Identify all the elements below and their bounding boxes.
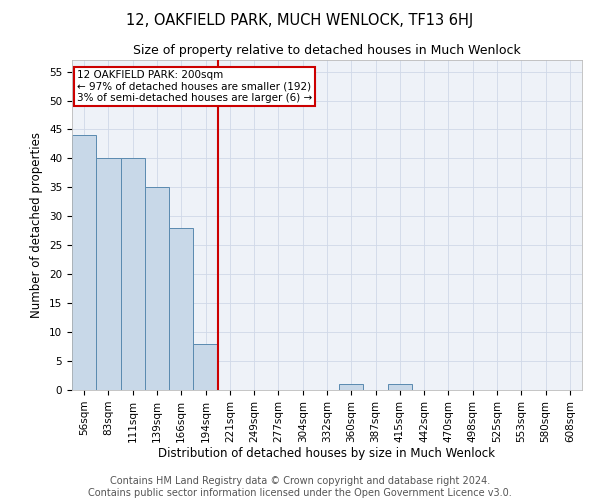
- Bar: [169, 228, 193, 390]
- Text: 12 OAKFIELD PARK: 200sqm
← 97% of detached houses are smaller (192)
3% of semi-d: 12 OAKFIELD PARK: 200sqm ← 97% of detach…: [77, 70, 313, 103]
- Bar: [121, 158, 145, 390]
- Bar: [145, 188, 169, 390]
- Text: Contains HM Land Registry data © Crown copyright and database right 2024.
Contai: Contains HM Land Registry data © Crown c…: [88, 476, 512, 498]
- X-axis label: Distribution of detached houses by size in Much Wenlock: Distribution of detached houses by size …: [158, 448, 496, 460]
- Title: Size of property relative to detached houses in Much Wenlock: Size of property relative to detached ho…: [133, 44, 521, 58]
- Y-axis label: Number of detached properties: Number of detached properties: [31, 132, 43, 318]
- Bar: [72, 136, 96, 390]
- Bar: [96, 158, 121, 390]
- Bar: [388, 384, 412, 390]
- Bar: [339, 384, 364, 390]
- Text: 12, OAKFIELD PARK, MUCH WENLOCK, TF13 6HJ: 12, OAKFIELD PARK, MUCH WENLOCK, TF13 6H…: [127, 12, 473, 28]
- Bar: [193, 344, 218, 390]
